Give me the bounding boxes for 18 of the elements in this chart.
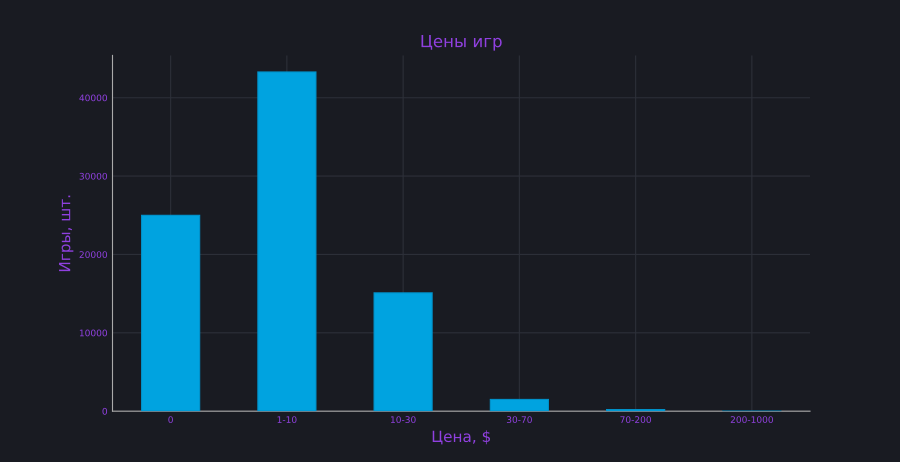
bar: [374, 292, 433, 412]
y-tick-label: 20000: [80, 251, 108, 258]
x-tick-label: 70-200: [620, 416, 652, 424]
chart-title: Цены игр: [422, 34, 502, 51]
y-tick-label: 0: [102, 408, 108, 415]
bar: [490, 398, 549, 412]
bar: [141, 214, 200, 412]
y-axis-title: Игры, шт.: [59, 196, 74, 272]
x-axis-title: Цена, $: [432, 430, 490, 444]
x-tick-label: 200-1000: [730, 416, 774, 424]
y-tick-label: 10000: [80, 330, 108, 336]
x-tick-label: 1-10: [278, 416, 297, 424]
x-tick-label: 10-30: [391, 416, 416, 424]
y-tick-label: 30000: [80, 172, 108, 180]
y-tick-label: 40000: [79, 94, 108, 102]
x-tick-label: 0: [168, 416, 173, 424]
bar: [257, 71, 316, 412]
x-tick-label: 30-70: [506, 416, 532, 424]
